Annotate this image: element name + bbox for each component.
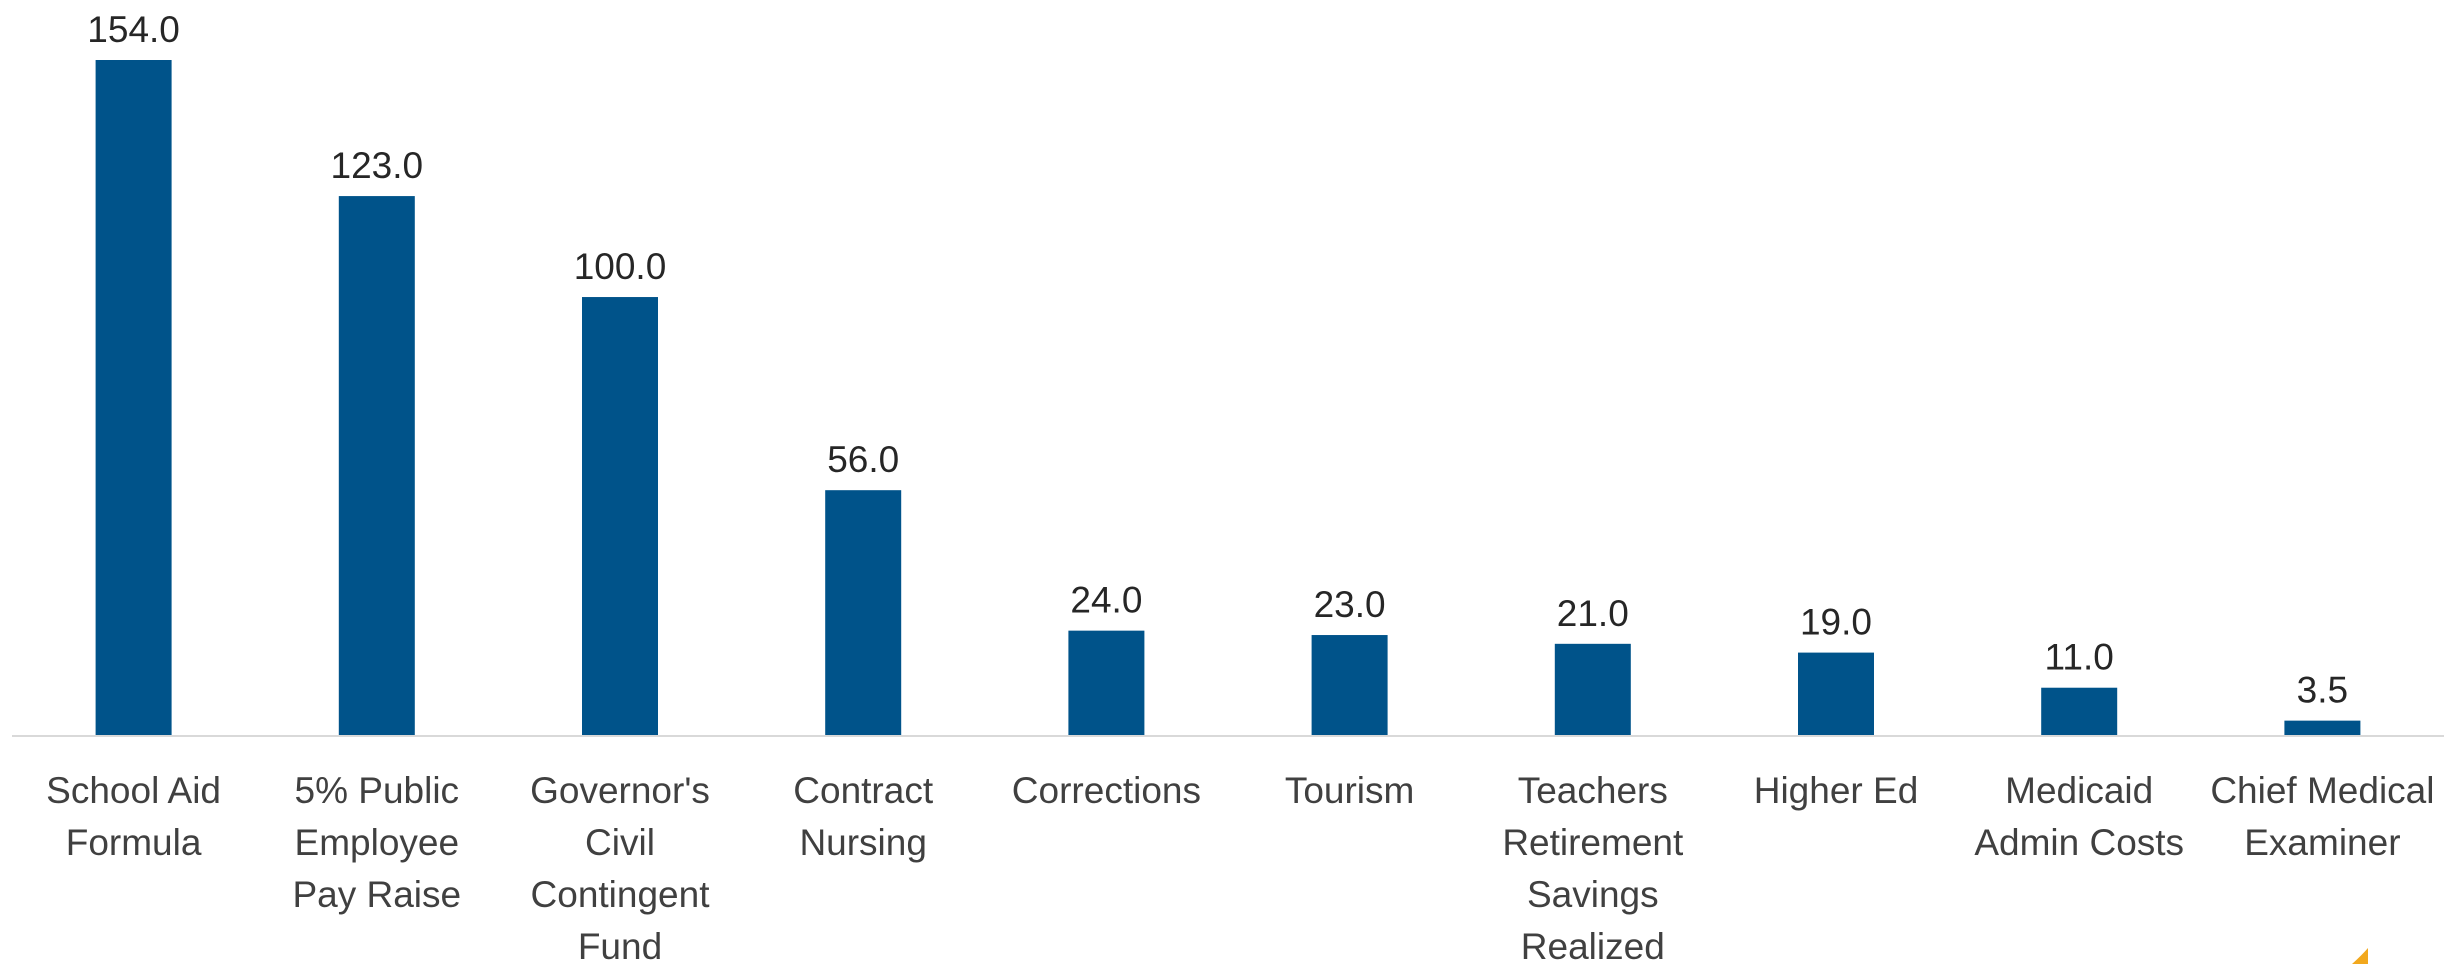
category-label: 5% Public Employee Pay Raise bbox=[292, 770, 461, 915]
category-label: Teachers Retirement Savings Realized bbox=[1502, 770, 1684, 964]
data-label: 154.0 bbox=[87, 9, 180, 50]
data-label: 11.0 bbox=[2045, 637, 2114, 678]
bar bbox=[95, 60, 172, 736]
category-label: School Aid Formula bbox=[46, 770, 221, 863]
bar bbox=[582, 297, 658, 736]
data-label: 100.0 bbox=[574, 246, 667, 287]
data-label: 56.0 bbox=[827, 439, 899, 480]
category-label: Contract Nursing bbox=[793, 770, 934, 863]
data-label: 19.0 bbox=[1800, 602, 1872, 643]
bar bbox=[1798, 652, 1874, 736]
corner-logo-fragment bbox=[2352, 948, 2368, 964]
category-label: Higher Ed bbox=[1754, 770, 1919, 811]
bar bbox=[338, 196, 415, 736]
bar bbox=[1554, 643, 1631, 736]
category-label: Corrections bbox=[1012, 770, 1201, 811]
category-label: Tourism bbox=[1285, 770, 1415, 811]
category-label: Governor's Civil Contingent Fund bbox=[530, 770, 710, 964]
data-label: 24.0 bbox=[1070, 580, 1142, 621]
bar bbox=[2284, 720, 2361, 736]
bar bbox=[1068, 630, 1145, 736]
bar bbox=[1311, 635, 1388, 736]
data-label: 123.0 bbox=[331, 145, 424, 186]
category-label: Chief Medical Examiner bbox=[2210, 770, 2434, 863]
category-label: Medicaid Admin Costs bbox=[1974, 770, 2184, 863]
data-label: 23.0 bbox=[1314, 584, 1386, 625]
data-label: 3.5 bbox=[2297, 670, 2348, 711]
bar bbox=[2041, 687, 2118, 736]
data-label: 21.0 bbox=[1557, 593, 1629, 634]
bar bbox=[825, 490, 902, 736]
